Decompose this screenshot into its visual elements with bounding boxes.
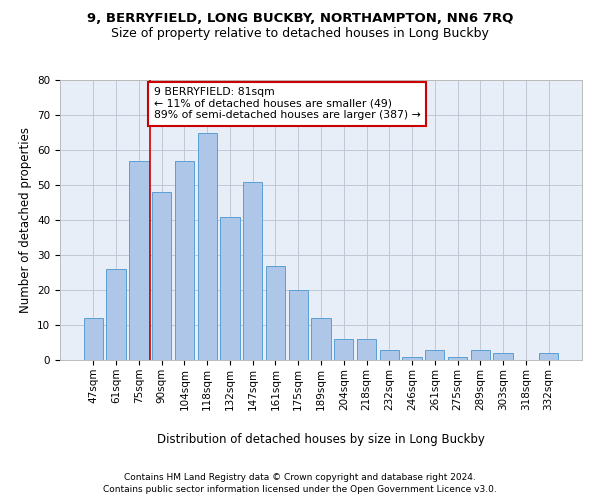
Bar: [470, 350, 490, 360]
Bar: [539, 353, 558, 360]
Bar: [129, 160, 149, 360]
Text: 9, BERRYFIELD, LONG BUCKBY, NORTHAMPTON, NN6 7RQ: 9, BERRYFIELD, LONG BUCKBY, NORTHAMPTON,…: [87, 12, 513, 26]
Bar: [175, 160, 194, 360]
Bar: [266, 266, 285, 360]
Text: Contains HM Land Registry data © Crown copyright and database right 2024.: Contains HM Land Registry data © Crown c…: [124, 472, 476, 482]
Bar: [380, 350, 399, 360]
Bar: [197, 132, 217, 360]
Bar: [403, 356, 422, 360]
Bar: [243, 182, 262, 360]
Bar: [106, 269, 126, 360]
Bar: [425, 350, 445, 360]
Text: 9 BERRYFIELD: 81sqm
← 11% of detached houses are smaller (49)
89% of semi-detach: 9 BERRYFIELD: 81sqm ← 11% of detached ho…: [154, 87, 421, 120]
Text: Distribution of detached houses by size in Long Buckby: Distribution of detached houses by size …: [157, 432, 485, 446]
Bar: [311, 318, 331, 360]
Bar: [493, 353, 513, 360]
Bar: [334, 339, 353, 360]
Y-axis label: Number of detached properties: Number of detached properties: [19, 127, 32, 313]
Bar: [357, 339, 376, 360]
Bar: [152, 192, 172, 360]
Text: Contains public sector information licensed under the Open Government Licence v3: Contains public sector information licen…: [103, 485, 497, 494]
Bar: [84, 318, 103, 360]
Bar: [448, 356, 467, 360]
Bar: [220, 216, 239, 360]
Text: Size of property relative to detached houses in Long Buckby: Size of property relative to detached ho…: [111, 28, 489, 40]
Bar: [289, 290, 308, 360]
